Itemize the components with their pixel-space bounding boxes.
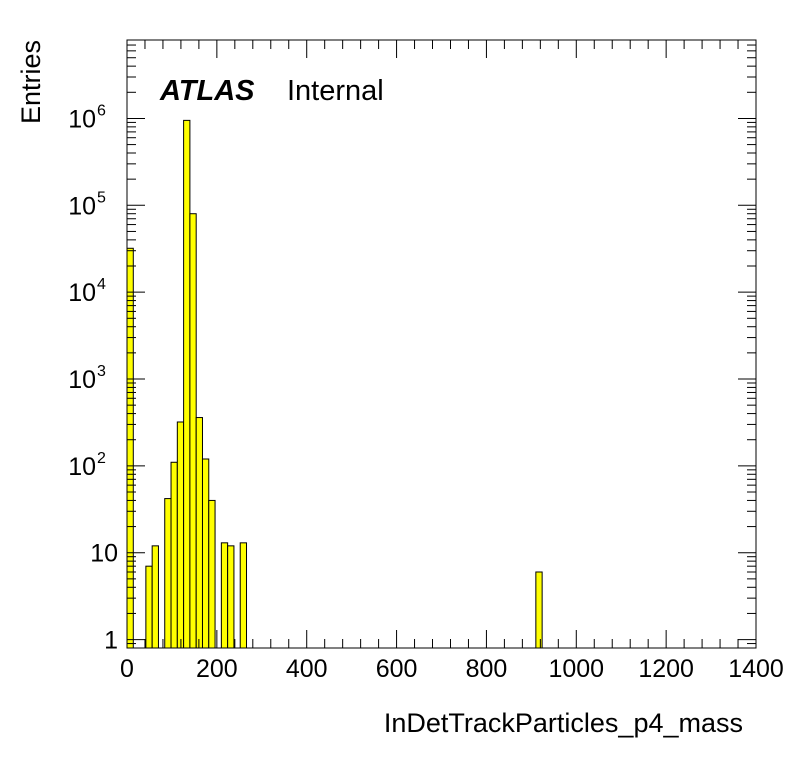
x-tick-label: 600: [376, 655, 418, 683]
internal-label: Internal: [287, 75, 384, 107]
histogram-bar: [201, 458, 210, 649]
histogram-bar: [126, 247, 134, 649]
histogram-bar: [208, 499, 216, 649]
x-tick-label: 1400: [728, 655, 784, 683]
y-tick-label: 10: [68, 366, 96, 394]
histogram-bars: [126, 119, 543, 649]
histogram-bar: [151, 545, 159, 649]
histogram-bar: [164, 498, 172, 649]
x-tick-label: 400: [286, 655, 328, 683]
y-tick-label: 10: [90, 540, 118, 568]
atlas-label: ATLAS: [159, 75, 255, 107]
y-tick-exponent: 5: [97, 189, 106, 206]
y-axis-title: Entries: [16, 40, 46, 124]
histogram-bar: [195, 417, 203, 649]
histogram-bar: [535, 571, 543, 649]
y-tick-exponent: 6: [97, 102, 106, 119]
plot-frame: [126, 39, 757, 649]
x-tick-label: 1000: [548, 655, 604, 683]
y-tick-label: 10: [68, 453, 96, 481]
histogram-bar: [239, 542, 248, 649]
histogram-bar: [170, 461, 178, 649]
x-tick-label: 200: [196, 655, 238, 683]
axis-ticks: [126, 39, 757, 649]
y-tick-label: 1: [104, 627, 118, 655]
y-tick-label: 10: [68, 192, 96, 220]
x-tick-label: 0: [120, 655, 134, 683]
histogram-bar: [220, 542, 229, 649]
y-tick-exponent: 2: [97, 450, 106, 467]
histogram-bar: [189, 213, 197, 649]
x-tick-label: 800: [466, 655, 508, 683]
histogram-bar: [145, 565, 153, 649]
histogram-bar: [183, 119, 191, 649]
x-axis-title: InDetTrackParticles_p4_mass: [384, 708, 743, 738]
y-tick-label: 10: [68, 105, 96, 133]
histogram-bar: [176, 421, 185, 649]
y-tick-exponent: 3: [97, 363, 106, 380]
y-tick-exponent: 4: [97, 276, 106, 293]
histogram-bar: [227, 545, 235, 649]
x-tick-label: 1200: [638, 655, 694, 683]
y-tick-label: 10: [68, 279, 96, 307]
